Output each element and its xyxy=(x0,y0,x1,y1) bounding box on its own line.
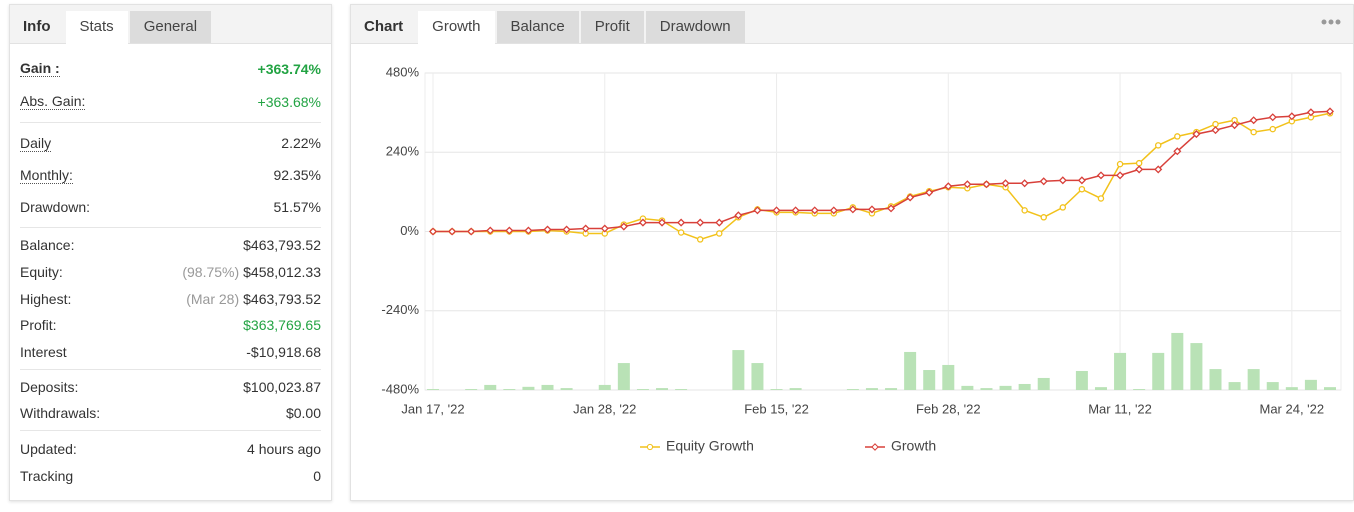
stat-group: Deposits: $100,023.87 Withdrawals: $0.00 xyxy=(20,370,321,432)
stat-label: Balance: xyxy=(20,237,75,254)
stat-value-wrap: (Mar 28) $463,793.52 xyxy=(186,291,321,307)
stat-value-wrap: 4 hours ago xyxy=(247,441,321,457)
stat-label: Deposits: xyxy=(20,379,79,396)
stat-value: $463,793.52 xyxy=(243,237,321,254)
stat-group: Gain : +363.74% Abs. Gain: +363.68% xyxy=(20,48,321,123)
stat-row: Abs. Gain: +363.68% xyxy=(20,85,321,118)
stat-value: 92.35% xyxy=(273,167,321,183)
stat-value: 0 xyxy=(313,467,321,484)
stat-value-wrap: (98.75%) $458,012.33 xyxy=(182,264,321,280)
tab-bar: Info Stats General xyxy=(10,5,331,44)
stat-value: 4 hours ago xyxy=(247,440,321,457)
stat-group: Balance: $463,793.52 Equity: (98.75%) $458,0… xyxy=(20,228,321,371)
tab[interactable]: General xyxy=(129,11,212,43)
tab[interactable]: Growth xyxy=(418,11,495,44)
stat-row: Monthly: 92.35% xyxy=(20,159,321,191)
tab[interactable]: Stats xyxy=(65,11,128,44)
stat-value: +363.68% xyxy=(257,93,321,110)
stat-value-wrap: +363.68% xyxy=(258,94,321,110)
stat-value: 51.57% xyxy=(273,199,321,215)
stat-row: Tracking 0 xyxy=(20,462,321,489)
stat-value-wrap: 92.35% xyxy=(274,167,321,183)
stat-value: +363.74% xyxy=(257,60,321,77)
stat-value: $463,793.52 xyxy=(243,290,321,307)
stat-row: Highest: (Mar 28) $463,793.52 xyxy=(20,285,321,312)
tab[interactable]: Profit xyxy=(580,11,644,43)
stat-value: $0.00 xyxy=(285,405,321,422)
stat-label: Daily xyxy=(20,134,52,152)
stat-value-wrap: 0 xyxy=(313,468,321,484)
stat-label: Abs. Gain: xyxy=(20,93,86,110)
stat-value: $458,012.33 xyxy=(243,264,321,281)
stat-note: (98.75%) xyxy=(182,264,240,281)
stat-value-wrap: +363.74% xyxy=(258,61,321,77)
stat-label: Highest: xyxy=(20,290,72,307)
stat-value: $363,769.65 xyxy=(243,317,321,334)
stat-row: Updated: 4 hours ago xyxy=(20,435,321,462)
stat-row: Gain : +363.74% xyxy=(20,52,321,85)
stat-value-wrap: 2.22% xyxy=(281,135,321,151)
stat-label: Updated: xyxy=(20,440,77,457)
stat-label: Equity: xyxy=(20,264,63,281)
stat-label: Tracking xyxy=(20,467,74,484)
stat-label: Profit: xyxy=(20,317,57,334)
stat-value-wrap: $363,769.65 xyxy=(243,317,321,333)
tab-bar: Chart Growth Balance Profit Drawdown xyxy=(351,5,1353,44)
stat-note: (Mar 28) xyxy=(186,290,240,307)
stat-value-wrap: $0.00 xyxy=(286,405,321,421)
stat-row: Equity: (98.75%) $458,012.33 xyxy=(20,259,321,286)
stat-value-wrap: 51.57% xyxy=(274,199,321,215)
stat-value: -$10,918.68 xyxy=(246,344,321,361)
stat-row: Withdrawals: $0.00 xyxy=(20,400,321,426)
stat-row: Deposits: $100,023.87 xyxy=(20,374,321,400)
tab[interactable]: Balance xyxy=(496,11,579,43)
stat-label: Gain : xyxy=(20,60,60,77)
stat-row: Drawdown: 51.57% xyxy=(20,191,321,223)
stat-label: Drawdown: xyxy=(20,199,91,215)
menu-icon[interactable] xyxy=(1321,18,1341,26)
stat-value-wrap: -$10,918.68 xyxy=(246,344,321,360)
stat-row: Profit: $363,769.65 xyxy=(20,312,321,339)
tab: Chart xyxy=(364,18,404,35)
stat-row: Daily 2.22% xyxy=(20,127,321,159)
stat-label: Monthly: xyxy=(20,166,73,184)
stat-group: Daily 2.22% Monthly: 92.35% Drawdown: 51.57% xyxy=(20,123,321,228)
stat-row: Interest -$10,918.68 xyxy=(20,339,321,366)
stat-row: Balance: $463,793.52 xyxy=(20,232,321,259)
tab[interactable]: Drawdown xyxy=(645,11,745,43)
stat-value-wrap: $463,793.52 xyxy=(243,237,321,253)
stat-label: Withdrawals: xyxy=(20,405,101,422)
stat-value: $100,023.87 xyxy=(243,379,321,396)
info-panel: Info Stats General Gain : +363.74% Abs. Gain… xyxy=(9,4,332,501)
tab: Info xyxy=(23,18,51,35)
stats: Gain : +363.74% Abs. Gain: +363.68% Daily 2.2… xyxy=(10,44,331,493)
stat-group: Updated: 4 hours ago Tracking 0 xyxy=(20,431,321,493)
stat-value-wrap: $100,023.87 xyxy=(243,379,321,395)
chart-panel: Chart Growth Balance Profit Drawdown xyxy=(350,4,1354,501)
stat-label: Interest xyxy=(20,344,67,361)
stat-value: 2.22% xyxy=(281,135,321,151)
